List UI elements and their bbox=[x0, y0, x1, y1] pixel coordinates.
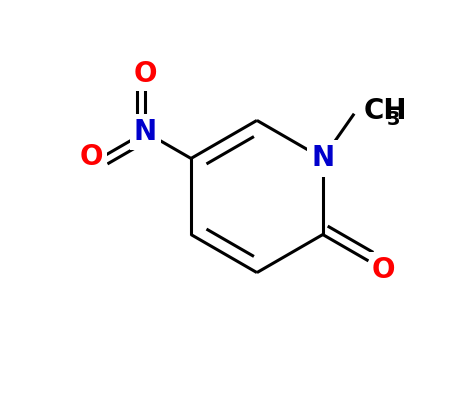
Text: O: O bbox=[80, 143, 103, 171]
Text: N: N bbox=[134, 118, 157, 146]
Text: O: O bbox=[372, 256, 396, 284]
Text: N: N bbox=[311, 145, 334, 173]
Text: 3: 3 bbox=[387, 110, 400, 129]
Text: CH: CH bbox=[364, 97, 407, 125]
Text: O: O bbox=[134, 60, 157, 88]
